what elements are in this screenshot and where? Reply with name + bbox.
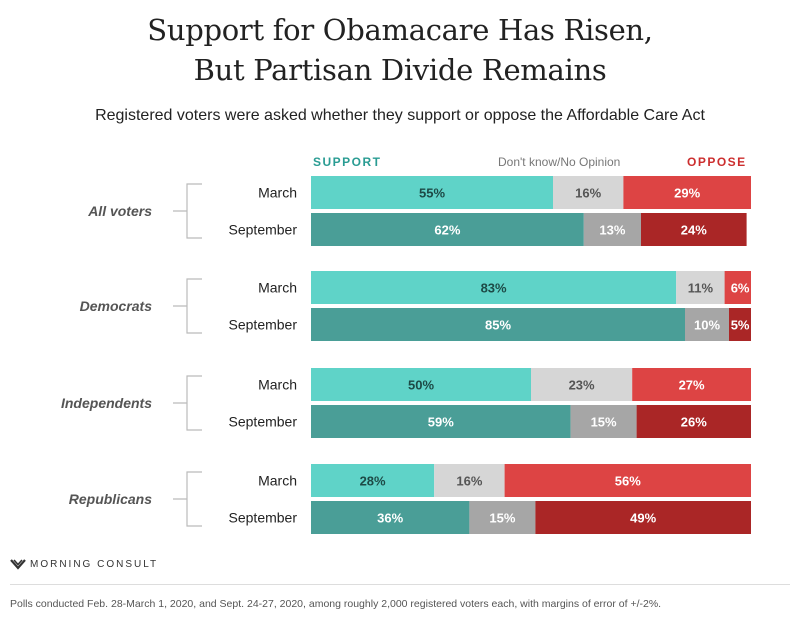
- data-label-independents-september-dont-know: 15%: [591, 415, 617, 430]
- bar-all-voters-march-support: [311, 176, 553, 209]
- group-label-republicans: Republicans: [69, 491, 152, 507]
- data-label-independents-march-support: 50%: [408, 378, 434, 393]
- bar-independents-march-dont-know: [531, 368, 633, 401]
- bar-independents-september-support: [311, 405, 571, 438]
- chart-title-line-2: But Partisan Divide Remains: [193, 53, 607, 87]
- data-label-republicans-september-support: 36%: [377, 511, 403, 526]
- morning-consult-logo-icon: [10, 559, 26, 570]
- brand-logo: MORNING CONSULT: [10, 556, 158, 572]
- row-label-independents-september: September: [229, 414, 298, 430]
- row-label-democrats-march: March: [258, 280, 297, 296]
- group-label-democrats: Democrats: [80, 298, 153, 314]
- footnote: Polls conducted Feb. 28-March 1, 2020, a…: [10, 598, 662, 610]
- bar-independents-september-dont-know: [570, 405, 637, 438]
- chart-subtitle: Registered voters were asked whether the…: [95, 107, 705, 124]
- bar-democrats-september-dont-know: [685, 308, 729, 341]
- bar-independents-september-oppose: [636, 405, 751, 438]
- data-label-republicans-march-support: 28%: [360, 474, 386, 489]
- data-label-democrats-march-dont-know: 11%: [688, 281, 714, 296]
- bar-democrats-march-oppose: [724, 271, 751, 304]
- data-label-republicans-march-dont-know: 16%: [456, 474, 482, 489]
- row-label-republicans-march: March: [258, 473, 297, 489]
- legend-oppose: OPPOSE: [687, 155, 747, 169]
- data-label-democrats-september-dont-know: 10%: [694, 318, 720, 333]
- data-label-democrats-march-support: 83%: [481, 281, 507, 296]
- bar-all-voters-march-dont-know: [553, 176, 624, 209]
- data-label-democrats-september-oppose: 5%: [731, 318, 750, 333]
- data-label-independents-september-oppose: 26%: [681, 415, 707, 430]
- data-label-democrats-march-oppose: 6%: [731, 281, 750, 296]
- bar-republicans-september-oppose: [535, 501, 751, 534]
- bracket-independents: [173, 375, 202, 431]
- data-label-all-voters-september-oppose: 24%: [681, 223, 707, 238]
- data-label-republicans-september-oppose: 49%: [630, 511, 656, 526]
- data-label-all-voters-september-support: 62%: [434, 223, 460, 238]
- bar-democrats-september-support: [311, 308, 685, 341]
- chart-title-line-1: Support for Obamacare Has Risen,: [147, 13, 653, 47]
- bar-democrats-march-dont-know: [676, 271, 725, 304]
- bar-all-voters-march-oppose: [623, 176, 751, 209]
- bracket-republicans: [173, 471, 202, 527]
- bracket-democrats: [173, 278, 202, 334]
- brand-name: MORNING CONSULT: [30, 558, 159, 570]
- bar-all-voters-september-dont-know: [583, 213, 641, 246]
- bar-independents-march-support: [311, 368, 531, 401]
- bar-all-voters-september-support: [311, 213, 584, 246]
- bar-republicans-march-dont-know: [434, 464, 505, 497]
- bar-all-voters-september-oppose: [641, 213, 747, 246]
- row-label-all-voters-september: September: [229, 222, 298, 238]
- data-label-republicans-march-oppose: 56%: [615, 474, 641, 489]
- data-label-independents-september-support: 59%: [428, 415, 454, 430]
- data-label-all-voters-march-dont-know: 16%: [575, 186, 601, 201]
- bar-democrats-march-support: [311, 271, 677, 304]
- row-label-republicans-september: September: [229, 510, 298, 526]
- row-label-democrats-september: September: [229, 317, 298, 333]
- data-label-all-voters-march-oppose: 29%: [674, 186, 700, 201]
- chart-title: Support for Obamacare Has Risen, But Par…: [0, 10, 800, 90]
- bar-independents-march-oppose: [632, 368, 751, 401]
- data-label-independents-march-dont-know: 23%: [569, 378, 595, 393]
- bar-republicans-march-support: [311, 464, 435, 497]
- bracket-all-voters: [173, 183, 202, 239]
- footer-divider: [10, 584, 790, 585]
- legend-dont-know: Don't know/No Opinion: [498, 155, 621, 169]
- data-label-all-voters-march-support: 55%: [419, 186, 445, 201]
- row-label-independents-march: March: [258, 377, 297, 393]
- data-label-all-voters-september-dont-know: 13%: [599, 223, 625, 238]
- bar-republicans-march-oppose: [504, 464, 751, 497]
- data-label-republicans-september-dont-know: 15%: [489, 511, 515, 526]
- stacked-bar-chart: All voters March 55% 16% 29% September 62% 13% 2…: [61, 176, 751, 534]
- bar-democrats-september-oppose: [729, 308, 751, 341]
- data-label-independents-march-oppose: 27%: [679, 378, 705, 393]
- bar-republicans-september-dont-know: [469, 501, 536, 534]
- group-label-all-voters: All voters: [87, 203, 152, 219]
- data-label-democrats-september-support: 85%: [485, 318, 511, 333]
- group-label-independents: Independents: [61, 395, 152, 411]
- legend-support: SUPPORT: [313, 155, 382, 169]
- bar-republicans-september-support: [311, 501, 470, 534]
- row-label-all-voters-march: March: [258, 185, 297, 201]
